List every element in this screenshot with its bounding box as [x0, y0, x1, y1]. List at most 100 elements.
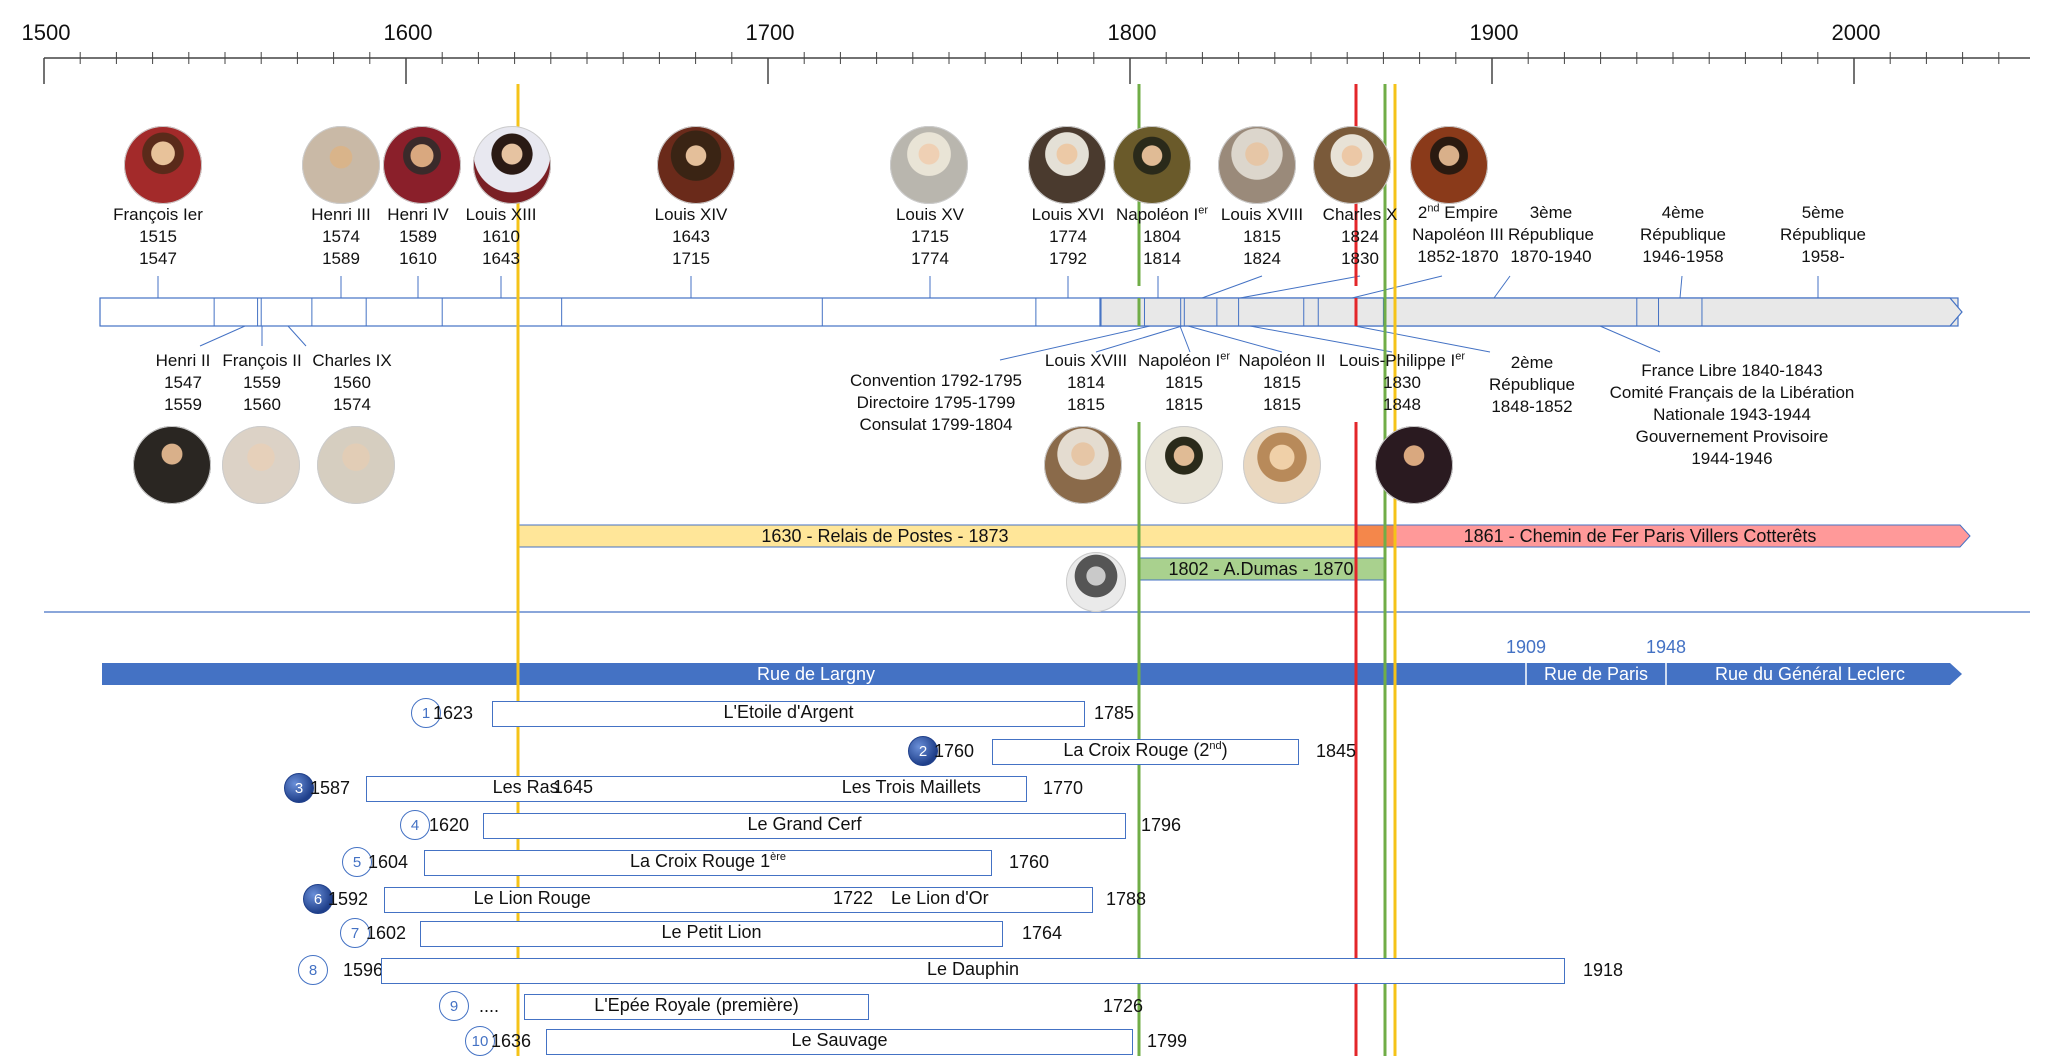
inn-start-year: .... — [479, 996, 500, 1016]
tick-1800: 1800 — [1107, 20, 1157, 45]
leader-line — [287, 325, 307, 347]
tick-1700: 1700 — [745, 20, 795, 45]
inn-name: L'Epée Royale (première) — [594, 995, 799, 1015]
inn-number-badge: 9 — [439, 991, 469, 1021]
tick-2000: 2000 — [1831, 20, 1881, 45]
inn-start-year: 1602 — [366, 923, 407, 943]
ruler-end: 1610 — [399, 249, 437, 268]
inn-start-year: 1596 — [343, 960, 384, 980]
ruler-start: 1815 — [1165, 373, 1203, 392]
ruler-start: 1815 — [1243, 227, 1281, 246]
ruler-name: Louis XV — [895, 205, 965, 224]
inn-start-year: 1623 — [433, 703, 474, 723]
portrait-charles-ix — [317, 426, 395, 504]
tick-1500: 1500 — [21, 20, 71, 45]
ruler-start: 1560 — [333, 373, 371, 392]
inn-name: La Croix Rouge (2nd) — [1063, 740, 1228, 760]
ruler-label-bottom: Napoléon II 1815 1815 — [1239, 350, 1326, 416]
inn-period-bar — [492, 701, 1085, 727]
ruler-start: 1559 — [243, 373, 281, 392]
ruler-end: 1715 — [672, 249, 710, 268]
street-largny: Rue de Largny — [756, 664, 876, 684]
ruler-end: 1815 — [1067, 395, 1105, 414]
street-paris: Rue de Paris — [1543, 664, 1649, 684]
leader-line — [199, 325, 246, 347]
ruler-name: Louis XVI — [1031, 205, 1105, 224]
ruler-end: 1830 — [1341, 249, 1379, 268]
ruler-start: 1515 — [139, 227, 177, 246]
inn-change-year: 1645 — [552, 777, 594, 797]
ruler-label-bottom: François II 1559 1560 — [222, 350, 301, 416]
inn-number-badge: 1 — [411, 698, 441, 728]
inn-name: Le Lion d'Or — [891, 888, 989, 908]
inn-period-bar — [420, 921, 1003, 947]
ruler-start: 1610 — [482, 227, 520, 246]
second-empire-label: 2nd Empire Napoléon III 1852-1870 — [1412, 202, 1504, 266]
ruler-label-top: Louis XVI 1774 1792 — [1032, 204, 1105, 270]
ruler-start: 1824 — [1341, 227, 1379, 246]
inn-name: Les Ras — [492, 777, 559, 797]
ruler-start: 1589 — [399, 227, 437, 246]
inn-period-bar — [992, 739, 1299, 765]
inn-start-year: 1592 — [328, 889, 369, 909]
street-bar — [102, 663, 1962, 685]
ruler-end: 1560 — [243, 395, 281, 414]
leader-line — [1249, 325, 1393, 353]
inn-number-badge: 7 — [340, 918, 370, 948]
inn-name: Le Grand Cerf — [747, 814, 862, 834]
revolution-periods: Convention 1792-1795 Directoire 1795-1799… — [849, 371, 1023, 434]
leader-line — [1679, 275, 1683, 299]
leader-line — [1354, 325, 1491, 353]
inn-period-bar — [381, 958, 1565, 984]
leader-line — [999, 325, 1151, 361]
portrait-henri-iv — [383, 126, 461, 204]
ruler-end: 1589 — [322, 249, 360, 268]
inn-number-badge: 2 — [908, 736, 938, 766]
second-republic-label: 2ème République 1848-1852 — [1488, 353, 1576, 416]
ruler-start: 1547 — [164, 373, 202, 392]
inn-name: La Croix Rouge 1ère — [630, 851, 786, 871]
ruler-label-top: Louis XIV 1643 1715 — [655, 204, 728, 270]
inn-end-year: 1764 — [1022, 923, 1063, 943]
leader-line — [1201, 275, 1263, 299]
ruler-name: Louis-Philippe Ier — [1338, 350, 1466, 370]
ruler-name: Charles X — [1322, 205, 1398, 224]
third-republic-label: 3ème République 1870-1940 — [1507, 203, 1595, 266]
ruler-name: Charles IX — [312, 351, 392, 370]
ruler-label-top: Henri III 1574 1589 — [311, 204, 371, 270]
portrait-napoleon-ii — [1243, 426, 1321, 504]
ruler-end: 1815 — [1165, 395, 1203, 414]
inn-start-year: 1760 — [934, 741, 975, 761]
ruler-end: 1559 — [164, 395, 202, 414]
inn-change-year: 1722 — [832, 888, 874, 908]
tick-1900: 1900 — [1469, 20, 1519, 45]
ruler-label-bottom: Louis-Philippe Ier 1830 1848 — [1339, 350, 1465, 416]
inn-period-bar — [546, 1029, 1133, 1055]
ruler-name: Henri II — [155, 351, 211, 370]
portrait-louis-xiii — [473, 126, 551, 204]
ruler-name: Henri IV — [387, 205, 449, 224]
portrait-napoleon-ier — [1113, 126, 1191, 204]
inn-number-badge: 8 — [298, 955, 328, 985]
inn-name: L'Etoile d'Argent — [723, 702, 854, 722]
ruler-label-bottom: Napoléon Ier 1815 1815 — [1138, 350, 1230, 416]
inn-period-bar — [424, 850, 992, 876]
inn-start-year: 1636 — [491, 1031, 532, 1051]
ruler-name: François Ier — [113, 205, 203, 224]
inn-end-year: 1845 — [1316, 741, 1357, 761]
inn-number-badge: 3 — [284, 773, 314, 803]
portrait-louis-xvi — [1028, 126, 1106, 204]
leader-line — [1187, 325, 1283, 353]
inn-number-badge: 5 — [342, 847, 372, 877]
inn-period-bar — [366, 776, 1027, 802]
inn-name: Les Trois Maillets — [841, 777, 981, 797]
portrait-louis-xviii — [1218, 126, 1296, 204]
inn-start-year: 1620 — [429, 815, 470, 835]
portrait-louis-philippe — [1375, 426, 1453, 504]
inn-end-year: 1796 — [1141, 815, 1182, 835]
portrait-henri-ii — [133, 426, 211, 504]
ruler-start: 1715 — [911, 227, 949, 246]
ruler-label-top: Henri IV 1589 1610 — [387, 204, 448, 270]
inn-period-bar — [483, 813, 1126, 839]
